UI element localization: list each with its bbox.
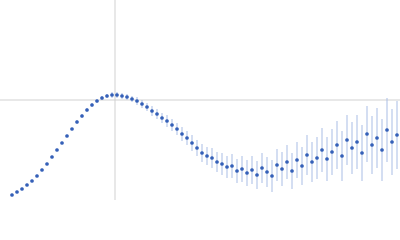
data-point [210, 156, 214, 160]
data-point [255, 173, 259, 177]
data-point [380, 148, 384, 152]
data-point [125, 95, 129, 99]
data-point [335, 143, 339, 147]
data-point [85, 108, 89, 112]
data-point [65, 134, 69, 138]
data-point [360, 151, 364, 155]
data-point [320, 148, 324, 152]
data-point [370, 143, 374, 147]
data-point [160, 116, 164, 120]
data-point [305, 153, 309, 157]
data-point [290, 169, 294, 173]
data-point [375, 136, 379, 140]
data-point [40, 168, 44, 172]
data-point [75, 120, 79, 124]
page: (() => { const data = JSON.parse(documen… [0, 0, 400, 200]
data-point [325, 157, 329, 161]
data-point [170, 123, 174, 127]
data-point [190, 141, 194, 145]
data-point [230, 164, 234, 168]
data-point [220, 162, 224, 166]
data-point [250, 168, 254, 172]
data-point [345, 138, 349, 142]
data-point [110, 93, 114, 97]
data-point [105, 94, 109, 98]
data-point [165, 119, 169, 123]
data-point [30, 179, 34, 183]
data-point [200, 151, 204, 155]
data-point [20, 187, 24, 191]
data-point [240, 167, 244, 171]
data-point [25, 183, 29, 187]
data-point [245, 171, 249, 175]
data-point [195, 146, 199, 150]
data-point [15, 190, 19, 194]
data-point [135, 99, 139, 103]
data-point [185, 136, 189, 140]
data-point [300, 164, 304, 168]
data-point [235, 169, 239, 173]
data-point [175, 127, 179, 131]
data-point [385, 128, 389, 132]
data-point [80, 114, 84, 118]
data-point [295, 158, 299, 162]
data-point [95, 99, 99, 103]
data-point [50, 155, 54, 159]
data-point [215, 160, 219, 164]
data-point [60, 141, 64, 145]
data-point [340, 154, 344, 158]
data-point [100, 96, 104, 100]
data-point [390, 140, 394, 144]
data-point [35, 174, 39, 178]
data-point [265, 170, 269, 174]
data-point [155, 112, 159, 116]
data-point [315, 156, 319, 160]
data-point [70, 127, 74, 131]
data-point [280, 167, 284, 171]
data-point [180, 132, 184, 136]
data-point [350, 146, 354, 150]
data-point [205, 154, 209, 158]
data-point [130, 97, 134, 101]
data-point [225, 165, 229, 169]
data-point [395, 133, 399, 137]
data-point [10, 193, 14, 197]
data-point [365, 132, 369, 136]
data-point [90, 103, 94, 107]
data-point [55, 148, 59, 152]
data-point [145, 105, 149, 109]
data-point [150, 109, 154, 113]
chart [0, 0, 400, 200]
data-point [355, 140, 359, 144]
data-point [330, 150, 334, 154]
data-point [275, 163, 279, 167]
data-point [115, 93, 119, 97]
data-point [310, 160, 314, 164]
data-point [45, 162, 49, 166]
data-point [120, 94, 124, 98]
data-point [260, 166, 264, 170]
data-point [270, 174, 274, 178]
data-point [140, 102, 144, 106]
data-point [285, 160, 289, 164]
